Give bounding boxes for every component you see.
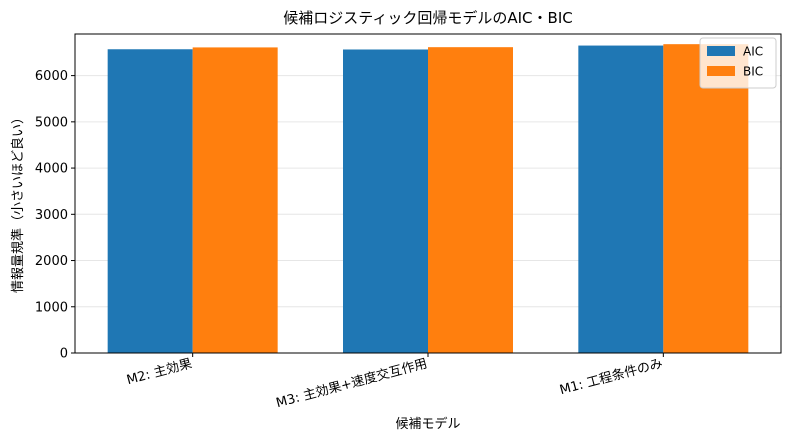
- y-axis-label: 情報量規準（小さいほど良い）: [10, 111, 26, 293]
- bars: [107, 44, 749, 354]
- legend-swatch-bic: [707, 66, 735, 76]
- x-tick-label: M3: 主効果+速度交互作用: [274, 355, 429, 411]
- x-tick-label: M2: 主効果: [125, 356, 194, 388]
- bar-aic-2: [578, 45, 664, 353]
- y-tick-label: 1000: [35, 300, 68, 315]
- legend-swatch-aic: [707, 46, 735, 56]
- y-tick-label: 2000: [35, 254, 68, 269]
- legend: AIC BIC: [699, 37, 777, 89]
- x-tick-label: M1: 工程条件のみ: [558, 355, 665, 398]
- bar-bic-0: [192, 47, 278, 353]
- legend-label-aic: AIC: [743, 45, 763, 59]
- bar-bic-1: [428, 47, 513, 353]
- y-tick-label: 4000: [35, 162, 68, 177]
- x-axis-label: 候補モデル: [395, 416, 460, 432]
- chart-title: 候補ロジスティック回帰モデルのAIC・BIC: [283, 9, 572, 27]
- bar-aic-0: [107, 49, 193, 353]
- legend-label-bic: BIC: [743, 65, 763, 79]
- x-axis-ticks: M2: 主効果 M3: 主効果+速度交互作用 M1: 工程条件のみ: [125, 353, 664, 411]
- y-tick-label: 0: [60, 347, 68, 362]
- bar-aic-1: [343, 49, 428, 354]
- y-tick-label: 5000: [35, 115, 68, 130]
- y-tick-label: 6000: [35, 69, 68, 84]
- y-axis-ticks: 0 1000 2000 3000 4000 5000 6000: [35, 69, 75, 362]
- y-tick-label: 3000: [35, 208, 68, 223]
- bar-bic-2: [663, 44, 749, 353]
- legend-box: [699, 37, 777, 89]
